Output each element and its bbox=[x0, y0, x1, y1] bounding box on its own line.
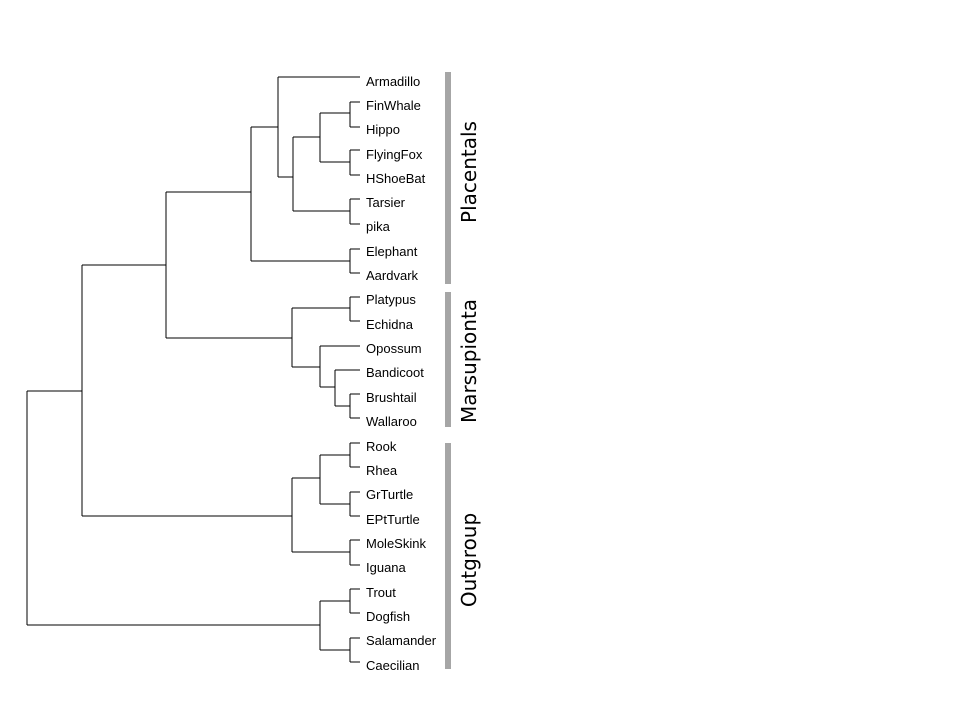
taxon-label: Dogfish bbox=[366, 609, 410, 624]
branch-clade-bandicoot bbox=[334, 369, 360, 407]
taxon-label: Tarsier bbox=[366, 195, 406, 210]
taxon-label: FinWhale bbox=[366, 98, 421, 113]
branch-clade-placentals bbox=[250, 126, 350, 262]
group-bar-outgroup bbox=[445, 443, 451, 669]
group-label-outgroup: Outgroup bbox=[457, 513, 481, 607]
branch-clade-amniotes bbox=[81, 264, 292, 517]
taxon-label: Rhea bbox=[366, 463, 398, 478]
group-label-marsupionta: Marsupionta bbox=[457, 299, 481, 423]
branch-platypus-echidna bbox=[349, 296, 360, 322]
branch-clade-placental-core bbox=[277, 76, 350, 178]
taxon-label: Rook bbox=[366, 439, 397, 454]
taxon-label: Iguana bbox=[366, 560, 407, 575]
branch-elephant-aardvark bbox=[349, 248, 360, 274]
taxon-label: MoleSkink bbox=[366, 536, 426, 551]
branch-flyingfox-hshoebat bbox=[349, 149, 360, 176]
taxon-label: Brushtail bbox=[366, 390, 417, 405]
taxon-label: EPtTurtle bbox=[366, 512, 420, 527]
group-bar-placentals bbox=[445, 72, 451, 284]
leaf-labels: Armadillo FinWhale Hippo FlyingFox HShoe… bbox=[366, 74, 437, 673]
branch-clade-marsupials bbox=[319, 345, 360, 388]
taxon-label: Echidna bbox=[366, 317, 414, 332]
branch-grturtle-epturtle bbox=[349, 491, 360, 517]
branch-trout-dogfish bbox=[349, 588, 360, 614]
taxon-label: Platypus bbox=[366, 292, 416, 307]
branch-clade-whale-bat bbox=[319, 112, 350, 163]
taxon-label: FlyingFox bbox=[366, 147, 423, 162]
taxon-label: Armadillo bbox=[366, 74, 420, 89]
taxon-label: HShoeBat bbox=[366, 171, 426, 186]
group-bar-marsupionta bbox=[445, 292, 451, 427]
taxon-label: Caecilian bbox=[366, 658, 419, 673]
branch-salamander-caecilian bbox=[349, 637, 360, 663]
taxon-label: Aardvark bbox=[366, 268, 419, 283]
taxon-label: Salamander bbox=[366, 633, 437, 648]
branch-clade-birds-turtles bbox=[319, 454, 350, 505]
branch-rook-rhea bbox=[349, 442, 360, 468]
branch-tarsier-pika bbox=[349, 198, 360, 225]
taxon-label: Elephant bbox=[366, 244, 418, 259]
branch-moleskink-iguana bbox=[349, 539, 360, 566]
branch-brushtail-wallaroo bbox=[349, 393, 360, 419]
branch-clade-marsupionta bbox=[291, 307, 350, 368]
group-label-placentals: Placentals bbox=[457, 121, 481, 223]
taxon-label: pika bbox=[366, 219, 391, 234]
branch-clade-whale-bat-tarsier bbox=[292, 136, 350, 212]
branch-clade-mammals bbox=[165, 191, 292, 339]
taxon-label: GrTurtle bbox=[366, 487, 413, 502]
branch-finwhale-hippo bbox=[349, 101, 360, 128]
branch-root bbox=[26, 390, 320, 626]
taxon-label: Trout bbox=[366, 585, 396, 600]
taxon-label: Hippo bbox=[366, 122, 400, 137]
taxon-label: Bandicoot bbox=[366, 365, 424, 380]
taxon-label: Wallaroo bbox=[366, 414, 417, 429]
branch-clade-reptiles bbox=[291, 477, 350, 553]
taxon-label: Opossum bbox=[366, 341, 422, 356]
group-brackets: Placentals Marsupionta Outgroup bbox=[445, 72, 481, 669]
tree-branches bbox=[26, 76, 360, 663]
branch-clade-fish-amphibians bbox=[319, 600, 350, 651]
